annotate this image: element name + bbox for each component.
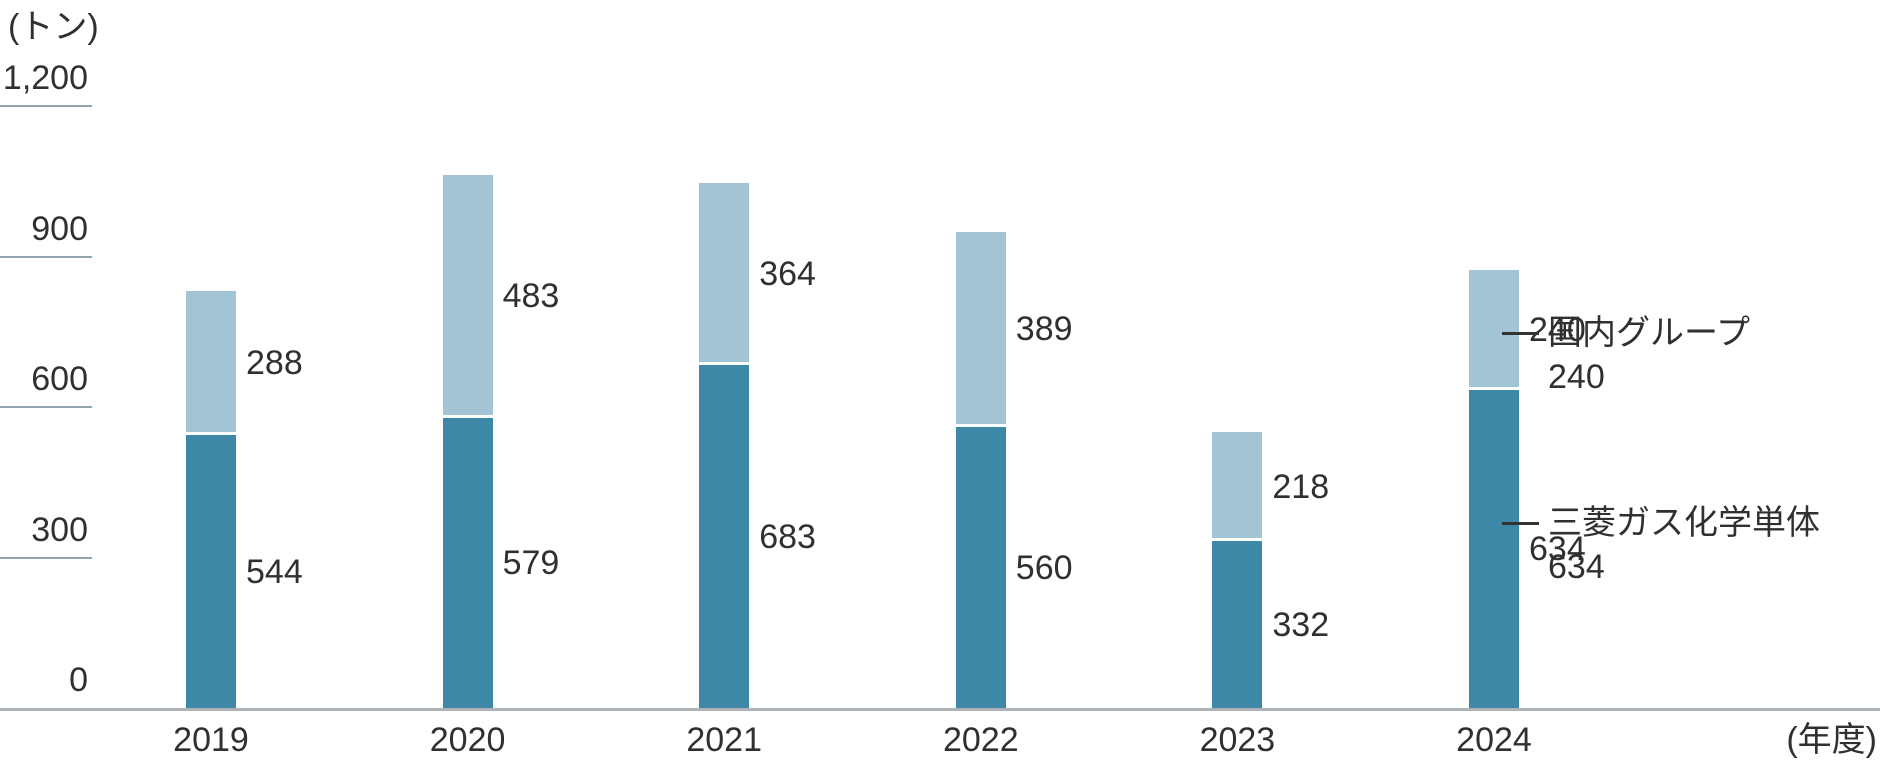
bar-segment-group-2022 [955, 231, 1006, 428]
bar-segment-parent-2021 [699, 365, 750, 708]
bar-segment-parent-2022 [955, 427, 1006, 708]
bar-value-group-2020: 483 [502, 277, 560, 316]
bar-value-parent-2021: 683 [759, 517, 816, 556]
legend-label-group: 国内グループ [1548, 314, 1750, 352]
bar-segment-group-2020 [442, 175, 493, 418]
y-axis-unit-label: (トン) [8, 8, 99, 46]
bar-segment-group-2019 [186, 290, 236, 436]
x-axis-label-2022: 2022 [942, 721, 1019, 759]
y-gridline-300 [0, 556, 92, 559]
legend-value-parent: 634 [1548, 548, 1605, 586]
legend-dash-icon [1502, 332, 1539, 335]
bar-value-group-2023: 218 [1272, 467, 1330, 506]
legend-item-group: 国内グループ 240 [1502, 311, 1750, 399]
bar-value-parent-2024: 634 [1529, 529, 1586, 568]
bar-segment-group-2024 [1469, 269, 1519, 390]
bar-value-group-2024: 240 [1529, 310, 1586, 349]
x-axis-line [0, 708, 1880, 711]
y-tick-label-300: 300 [31, 510, 88, 549]
bar-segment-group-2023 [1212, 432, 1263, 542]
x-axis-label-2024: 2024 [1456, 721, 1532, 759]
bar-value-group-2022: 389 [1015, 310, 1073, 349]
x-axis-label-2021: 2021 [686, 721, 762, 759]
y-gridline-1200 [0, 105, 92, 107]
legend-value-group: 240 [1548, 358, 1605, 396]
legend-text-group: 国内グループ 240 [1548, 311, 1750, 399]
bar-segment-parent-2019 [186, 435, 236, 708]
bar-value-group-2019: 288 [246, 343, 303, 382]
legend-label-parent: 三菱ガス化学単体 [1548, 504, 1820, 542]
bar-value-parent-2023: 332 [1272, 605, 1330, 644]
bar-segment-parent-2020 [442, 417, 493, 708]
x-axis-unit-label: (年度) [1786, 721, 1877, 759]
y-tick-label-900: 900 [31, 209, 88, 248]
x-axis-label-2023: 2023 [1199, 721, 1276, 759]
bar-value-parent-2019: 544 [246, 552, 303, 591]
y-gridline-600 [0, 406, 92, 408]
bar-value-parent-2020: 579 [502, 543, 560, 582]
bar-value-parent-2022: 560 [1015, 548, 1073, 587]
x-axis-label-2020: 2020 [429, 721, 506, 759]
bar-value-group-2021: 364 [759, 255, 816, 294]
y-tick-label-1200: 1,200 [2, 59, 88, 97]
y-tick-label-600: 600 [31, 360, 88, 398]
y-gridline-900 [0, 255, 92, 258]
x-axis-label-2019: 2019 [173, 721, 249, 759]
legend-dash-icon [1502, 522, 1539, 525]
bar-segment-parent-2024 [1469, 389, 1519, 708]
legend-item-parent: 三菱ガス化学単体 634 [1502, 501, 1820, 589]
bar-segment-parent-2023 [1212, 541, 1263, 708]
y-tick-label-0: 0 [69, 661, 88, 699]
bar-segment-group-2021 [699, 182, 750, 366]
legend-text-parent: 三菱ガス化学単体 634 [1548, 501, 1820, 589]
